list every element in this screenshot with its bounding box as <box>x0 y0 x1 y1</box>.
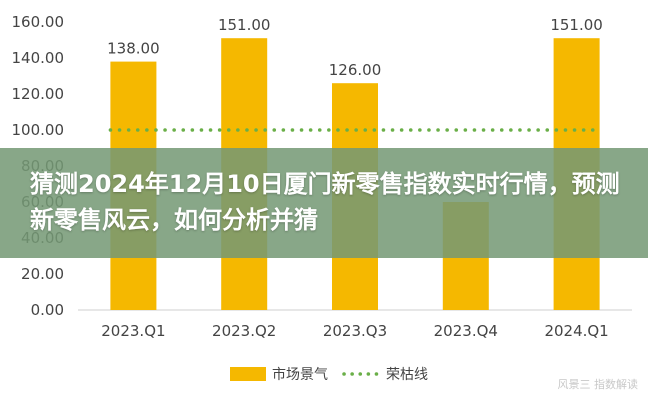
bar-data-label: 151.00 <box>218 16 271 34</box>
x-tick-label: 2023.Q1 <box>101 322 165 340</box>
y-tick-label: 140.00 <box>12 49 65 67</box>
y-tick-label: 120.00 <box>12 85 65 103</box>
x-tick-label: 2023.Q4 <box>434 322 498 340</box>
y-tick-label: 20.00 <box>21 265 64 283</box>
watermark: 风景三 指数解读 <box>557 378 639 391</box>
title-overlay: 猜测2024年12月10日厦门新零售指数实时行情，预测新零售风云，如何分析并猜 <box>0 148 648 258</box>
legend-label: 市场景气 <box>272 366 328 383</box>
overlay-title: 猜测2024年12月10日厦门新零售指数实时行情，预测新零售风云，如何分析并猜 <box>30 170 620 234</box>
bar-data-label: 151.00 <box>550 16 603 34</box>
y-tick-label: 160.00 <box>12 13 65 31</box>
x-tick-label: 2023.Q2 <box>212 322 276 340</box>
x-tick-label: 2024.Q1 <box>544 322 608 340</box>
x-tick-label: 2023.Q3 <box>323 322 387 340</box>
y-tick-label: 0.00 <box>31 301 64 319</box>
legend-swatch-bar <box>230 367 266 381</box>
legend-label: 荣枯线 <box>386 367 428 383</box>
bar-data-label: 138.00 <box>107 40 160 58</box>
bar-data-label: 126.00 <box>329 61 382 79</box>
y-tick-label: 100.00 <box>12 121 65 139</box>
